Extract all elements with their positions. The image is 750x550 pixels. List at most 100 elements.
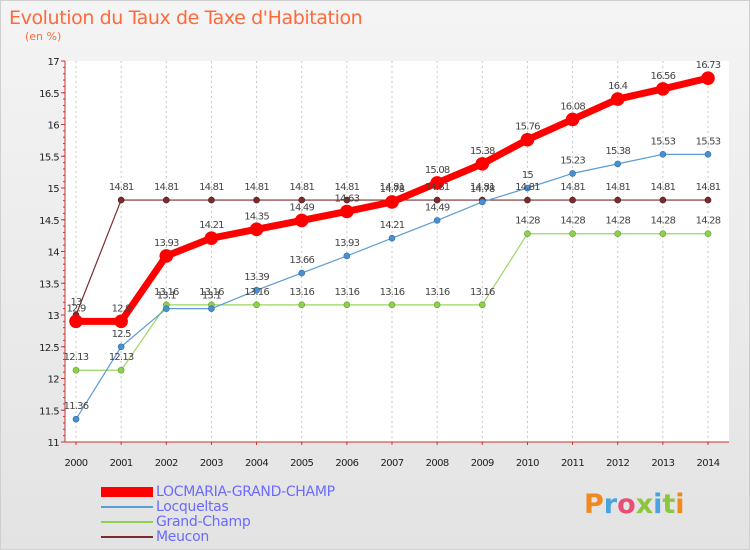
- data-point: [388, 234, 396, 242]
- data-point: [659, 196, 667, 204]
- data-point: [704, 151, 712, 158]
- data-label: 13.16: [199, 287, 224, 298]
- x-tick-label: 2010: [516, 458, 539, 469]
- data-point: [569, 230, 576, 238]
- data-point: [433, 301, 441, 309]
- data-point: [117, 366, 125, 374]
- x-tick-label: 2008: [426, 458, 449, 469]
- data-point: [159, 249, 174, 263]
- data-label: 13.16: [380, 287, 405, 298]
- data-label: 11.36: [64, 401, 89, 412]
- brand-letter: i: [653, 489, 663, 520]
- data-label: 14.81: [696, 182, 721, 193]
- data-point: [569, 170, 576, 177]
- x-tick-label: 2007: [380, 458, 403, 469]
- data-point: [388, 301, 396, 309]
- y-tick-label: 11: [47, 438, 59, 449]
- brand-letter: i: [675, 489, 685, 520]
- data-point: [614, 160, 622, 168]
- data-point: [524, 196, 531, 204]
- data-point: [340, 204, 354, 219]
- legend-swatch: [101, 535, 153, 538]
- data-label: 14.63: [335, 193, 360, 204]
- legend-item: LOCMARIA-GRAND-CHAMP: [101, 484, 335, 500]
- data-point: [249, 222, 264, 237]
- data-label: 15.08: [425, 165, 450, 176]
- data-point: [704, 196, 712, 204]
- data-label: 13.16: [470, 287, 495, 298]
- data-label: 14.81: [154, 182, 179, 193]
- data-point: [298, 196, 306, 204]
- data-label: 16.08: [560, 101, 585, 112]
- data-label: 15.76: [515, 122, 540, 133]
- x-tick-label: 2011: [561, 458, 584, 469]
- data-point: [565, 112, 580, 127]
- data-label: 15: [522, 170, 534, 181]
- data-label: 13.16: [425, 287, 450, 298]
- data-point: [659, 151, 667, 158]
- data-point: [704, 230, 712, 238]
- y-tick-label: 12.5: [39, 343, 59, 354]
- data-point: [433, 217, 441, 224]
- data-label: 13.16: [335, 287, 360, 298]
- data-label: 14.28: [560, 216, 585, 227]
- data-label: 12.13: [64, 352, 89, 363]
- data-label: 13: [70, 297, 82, 308]
- data-point: [433, 196, 441, 204]
- data-label: 14.81: [515, 182, 540, 193]
- data-point: [253, 286, 260, 294]
- x-tick-label: 2006: [335, 458, 358, 469]
- data-label: 14.28: [605, 216, 630, 227]
- legend-item: Meucon: [101, 529, 335, 545]
- data-point: [478, 198, 486, 206]
- brand-letter: x: [635, 489, 654, 520]
- legend-item: Grand-Champ: [101, 513, 335, 530]
- data-point: [117, 196, 125, 204]
- y-tick-label: 13.5: [39, 279, 59, 290]
- chart-legend: LOCMARIA-GRAND-CHAMP Locqueltas Grand-Cham…: [101, 484, 335, 545]
- x-tick-label: 2000: [64, 458, 87, 469]
- data-point: [208, 196, 215, 204]
- brand-letter: t: [662, 489, 676, 520]
- data-point: [343, 196, 351, 204]
- data-point: [520, 132, 535, 147]
- data-label: 13.16: [244, 287, 269, 298]
- y-tick-label: 17: [47, 57, 59, 68]
- data-point: [430, 176, 444, 190]
- data-point: [208, 305, 215, 312]
- legend-swatch: [101, 486, 153, 497]
- y-tick-label: 16.5: [39, 89, 59, 100]
- x-tick-label: 2002: [155, 458, 178, 469]
- data-point: [524, 230, 531, 238]
- y-tick-label: 16: [47, 121, 59, 132]
- data-label: 16.4: [608, 81, 628, 92]
- data-point: [475, 157, 490, 171]
- proxiti-logo: Proxiti: [584, 489, 685, 520]
- data-label: 14.81: [109, 182, 134, 193]
- x-tick-label: 2001: [110, 458, 133, 469]
- data-point: [69, 314, 83, 329]
- data-label: 16.56: [651, 71, 676, 82]
- data-label: 14.81: [425, 182, 450, 193]
- data-label: 14.81: [244, 182, 269, 193]
- data-point: [72, 415, 80, 423]
- data-label: 14.49: [289, 202, 314, 213]
- data-point: [72, 366, 80, 374]
- legend-label: Locqueltas: [156, 498, 229, 515]
- data-label: 16.73: [696, 60, 721, 71]
- data-label: 13.16: [154, 287, 179, 298]
- brand-letter: r: [603, 489, 618, 520]
- data-label: 14.28: [651, 216, 676, 227]
- data-label: 14.21: [380, 220, 405, 231]
- data-label: 13.93: [154, 238, 179, 249]
- y-tick-label: 15.5: [39, 152, 59, 163]
- data-point: [253, 196, 260, 204]
- chart-title: Evolution du Taux de Taxe d'Habitation: [9, 7, 363, 29]
- data-point: [204, 231, 219, 245]
- y-tick-label: 15: [47, 184, 59, 195]
- legend-label: Grand-Champ: [156, 513, 251, 530]
- data-label: 12.5: [112, 329, 132, 340]
- data-label: 13.1: [157, 291, 177, 302]
- data-label: 14.81: [605, 182, 630, 193]
- data-point: [298, 301, 306, 309]
